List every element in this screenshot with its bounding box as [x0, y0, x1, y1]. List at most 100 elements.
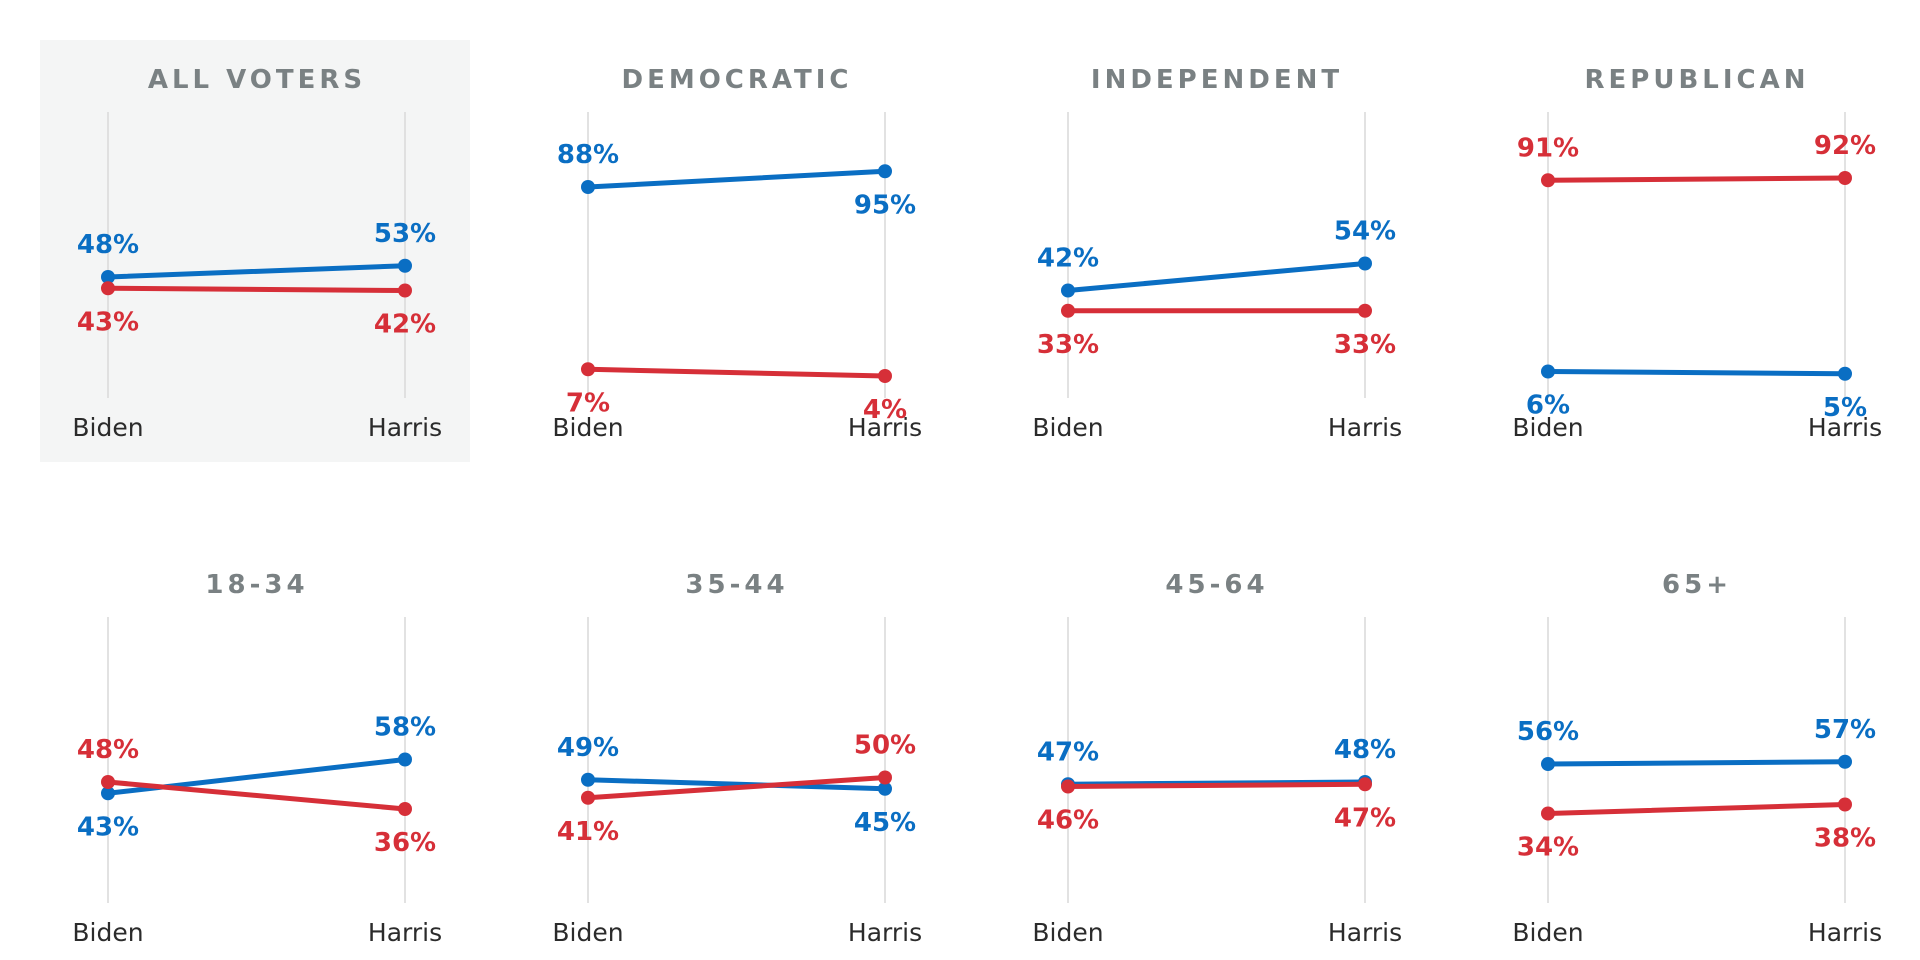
rep-data-label: 33% [1334, 330, 1396, 360]
dem-data-point [878, 164, 892, 179]
panel-title: 65+ [1662, 570, 1732, 600]
rep-data-point [1358, 303, 1372, 318]
x-tick-label: Biden [1512, 413, 1583, 442]
dem-data-point [1061, 283, 1075, 298]
panel-title: 45-64 [1165, 570, 1268, 600]
dem-series-line [1545, 759, 1848, 767]
rep-series-line [1545, 802, 1848, 816]
rep-data-point [1358, 777, 1372, 792]
rep-data-point [878, 770, 892, 785]
panel-title: DEMOCRATIC [621, 65, 852, 95]
rep-data-label: 91% [1517, 133, 1579, 163]
rep-data-label: 47% [1334, 803, 1396, 833]
dem-series-line [585, 168, 888, 190]
dem-series-line [105, 263, 408, 280]
x-tick-label: Harris [1328, 413, 1402, 442]
rep-data-label: 4% [863, 395, 907, 425]
rep-data-label: 36% [374, 828, 436, 858]
chart-panel: INDEPENDENT Biden Harris 42% 54% 33% 33% [1032, 65, 1402, 442]
rep-series-line [585, 366, 888, 379]
dem-data-label: 57% [1814, 715, 1876, 745]
x-tick-label: Biden [1512, 918, 1583, 947]
rep-data-point [1061, 779, 1075, 794]
x-tick-label: Harris [848, 413, 922, 442]
dem-data-label: 48% [1334, 735, 1396, 765]
x-tick-label: Harris [368, 413, 442, 442]
panel-title: 35-44 [685, 570, 788, 600]
x-tick-label: Harris [1808, 413, 1882, 442]
rep-data-point [1838, 797, 1852, 812]
panel-title: INDEPENDENT [1091, 65, 1343, 95]
x-tick-label: Biden [72, 413, 143, 442]
dem-data-label: 88% [557, 140, 619, 170]
rep-data-point [1541, 173, 1555, 188]
rep-data-label: 41% [557, 817, 619, 847]
chart-panel: DEMOCRATIC Biden Harris 88% 95% 7% 4% [552, 65, 922, 442]
dem-data-point [1358, 256, 1372, 271]
rep-data-label: 34% [1517, 833, 1579, 863]
x-tick-label: Harris [1808, 918, 1882, 947]
chart-panel: ALL VOTERS Biden Harris 48% 53% 43% 42% [40, 40, 470, 462]
panel-title: 18-34 [205, 570, 308, 600]
dem-data-label: 5% [1823, 393, 1867, 423]
x-tick-label: Biden [552, 918, 623, 947]
dem-data-label: 53% [374, 219, 436, 249]
x-tick-label: Biden [1032, 413, 1103, 442]
rep-data-label: 42% [374, 310, 436, 340]
x-tick-label: Biden [1032, 918, 1103, 947]
rep-series-line [1545, 175, 1848, 183]
rep-data-point [398, 283, 412, 298]
rep-series-line [585, 775, 888, 801]
x-tick-label: Biden [72, 918, 143, 947]
rep-series-line [105, 779, 408, 812]
dem-series-line [1065, 261, 1368, 293]
dem-data-point [878, 781, 892, 796]
x-tick-label: Biden [552, 413, 623, 442]
rep-data-point [1541, 806, 1555, 821]
rep-data-point [581, 790, 595, 805]
dem-data-label: 49% [557, 733, 619, 763]
dem-data-label: 48% [77, 230, 139, 260]
x-tick-label: Harris [848, 918, 922, 947]
rep-data-label: 92% [1814, 131, 1876, 161]
rep-data-label: 46% [1037, 806, 1099, 836]
dem-data-point [1541, 364, 1555, 379]
dem-data-point [581, 180, 595, 194]
rep-data-label: 33% [1037, 330, 1099, 360]
panel-title: REPUBLICAN [1585, 65, 1810, 95]
dem-data-point [1838, 754, 1852, 769]
dem-data-point [398, 752, 412, 767]
dem-data-point [101, 270, 115, 284]
dem-data-label: 45% [854, 808, 916, 838]
chart-panel: 18-34 Biden Harris 43% 58% 48% 36% [72, 570, 442, 947]
dem-data-label: 95% [854, 190, 916, 220]
chart-panel: 45-64 Biden Harris 47% 48% 46% 47% [1032, 570, 1402, 947]
dem-data-label: 47% [1037, 737, 1099, 767]
dem-data-point [1838, 366, 1852, 381]
rep-data-label: 38% [1814, 824, 1876, 854]
rep-data-point [101, 775, 115, 789]
rep-data-label: 50% [854, 731, 916, 761]
dem-data-point [101, 786, 115, 801]
dem-series-line [585, 777, 888, 792]
dem-data-label: 58% [374, 713, 436, 743]
dem-data-label: 56% [1517, 717, 1579, 747]
chart-panel: 65+ Biden Harris 56% 57% 34% 38% [1512, 570, 1882, 947]
dem-series-line [1545, 369, 1848, 377]
rep-data-label: 48% [77, 735, 139, 765]
rep-series-line [105, 285, 408, 293]
rep-data-point [1838, 171, 1852, 185]
chart-panel: 35-44 Biden Harris 49% 45% 41% 50% [552, 570, 922, 947]
dem-data-label: 6% [1526, 391, 1570, 421]
panel-highlight-background [40, 40, 470, 462]
rep-data-point [581, 362, 595, 377]
rep-data-label: 43% [77, 307, 139, 337]
dem-data-point [581, 772, 595, 787]
dem-data-label: 42% [1037, 244, 1099, 274]
chart-panel: REPUBLICAN Biden Harris 6% 5% 91% 92% [1512, 65, 1882, 442]
dem-data-label: 43% [77, 812, 139, 842]
rep-series-line [1065, 781, 1368, 789]
rep-data-point [878, 369, 892, 383]
rep-data-point [1061, 303, 1075, 318]
